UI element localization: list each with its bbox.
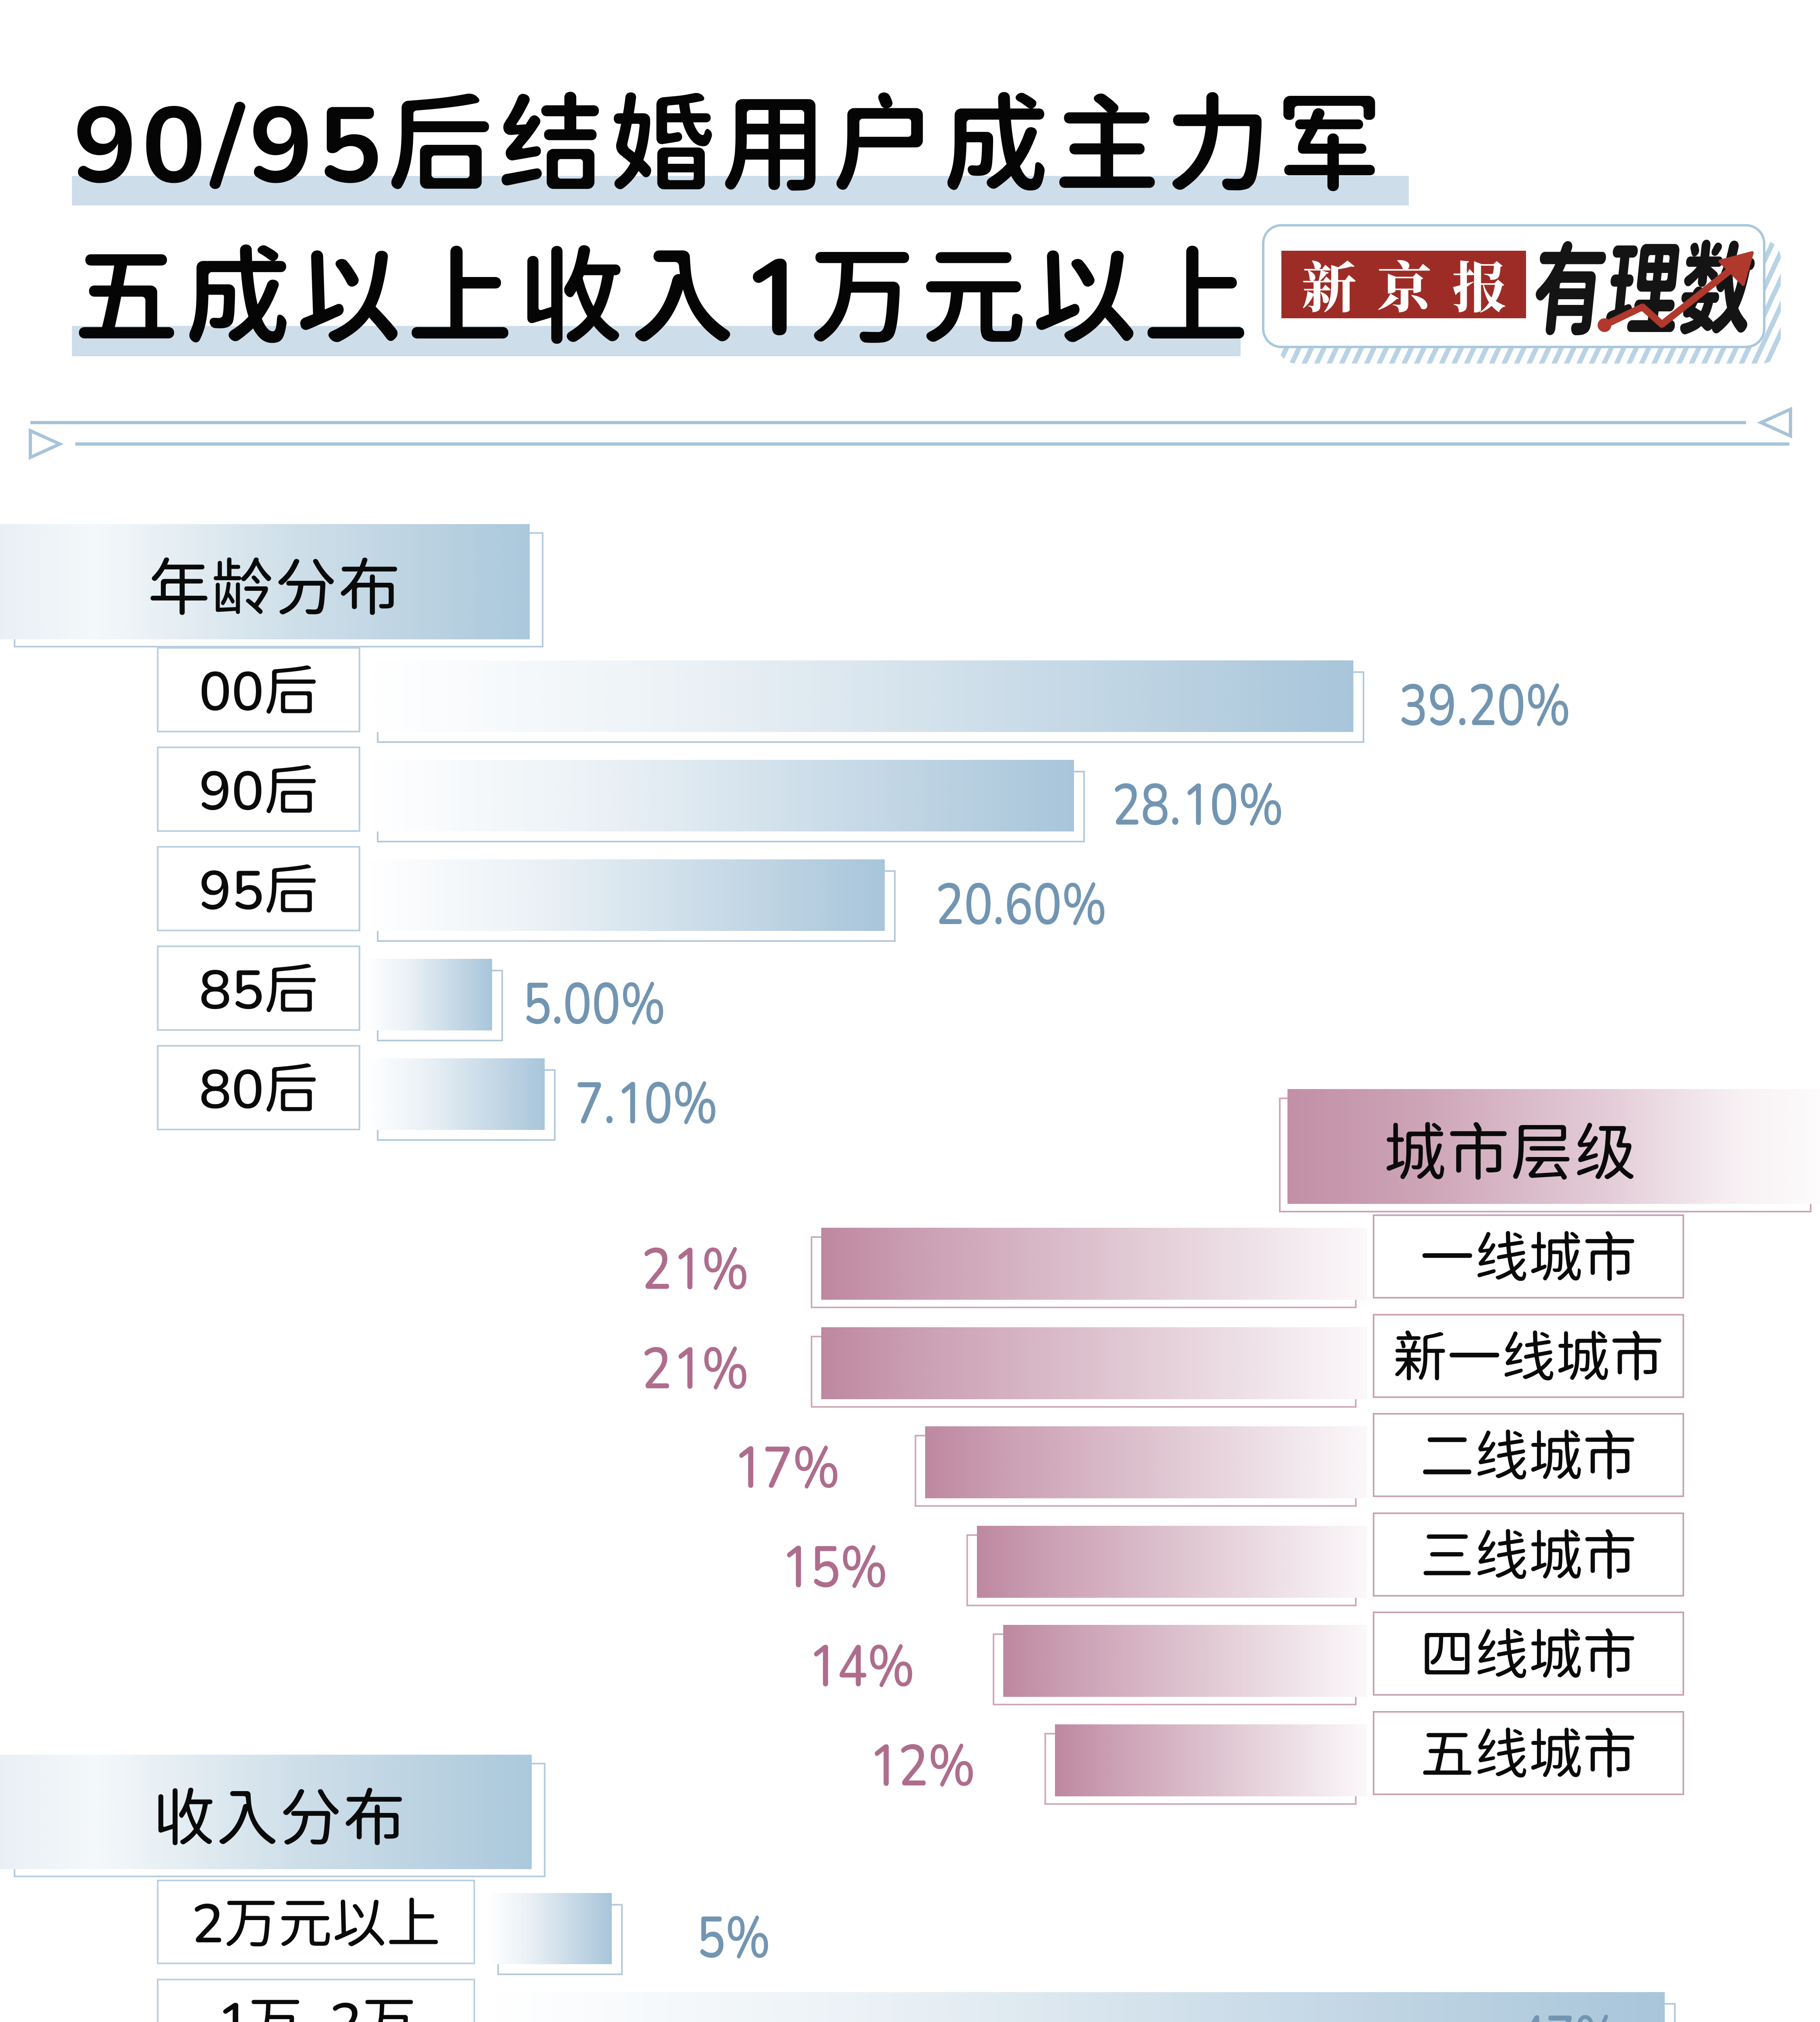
logo-card: 新京报 有理数 [1262, 224, 1765, 348]
value-label: 20.60% [935, 868, 1107, 937]
value-label: 5% [697, 1901, 771, 1970]
category-label: 2万元以上 [191, 1890, 441, 1954]
category-label: 二线城市 [1420, 1423, 1637, 1487]
category-label: 一线城市 [1420, 1225, 1637, 1288]
bar [366, 760, 1074, 831]
value-label: 7.10% [575, 1067, 718, 1136]
trend-arrow-icon [1598, 251, 1754, 332]
chart-age-title: 年龄分布 [148, 549, 402, 623]
bar [366, 859, 885, 931]
category-label-box: 一线城市 [1373, 1214, 1684, 1299]
bar [1055, 1724, 1367, 1796]
category-label: 五线城市 [1420, 1721, 1637, 1785]
bar [977, 1526, 1367, 1598]
category-label-box: 三线城市 [1373, 1512, 1684, 1597]
value-label: 39.20% [1399, 669, 1571, 738]
bar [821, 1327, 1367, 1399]
chart-income-title: 收入分布 [152, 1779, 406, 1853]
category-label-box: 00后 [157, 647, 360, 732]
title-line-2: 五成以上收入1万元以上 [73, 232, 1254, 357]
value-label: 28.10% [1112, 768, 1284, 837]
value-label: 17% [732, 1432, 840, 1500]
category-label: 三线城市 [1420, 1523, 1637, 1586]
category-label-box: 85后 [157, 945, 360, 1031]
value-label: 15% [780, 1531, 888, 1599]
value-label: 21% [641, 1332, 749, 1401]
category-label-box: 1万–2万 [157, 1979, 475, 2022]
arrow-head-icon [1719, 251, 1754, 286]
bar [366, 959, 492, 1030]
bar [486, 1893, 612, 1964]
category-label: 00后 [199, 658, 318, 722]
publisher-logo: 新京报 有理数 [1262, 224, 1781, 364]
title-highlight-bar-2 [72, 326, 1241, 356]
category-label-box: 新一线城市 [1373, 1314, 1684, 1398]
chart-age-header: 年龄分布 [0, 524, 530, 639]
category-label-box: 95后 [157, 846, 360, 931]
bar [1003, 1625, 1367, 1697]
bar [925, 1426, 1367, 1498]
category-label: 95后 [199, 857, 318, 921]
value-label: 5.00% [523, 967, 666, 1036]
value-label: 47% [1472, 1994, 1619, 2022]
category-label-box: 80后 [157, 1045, 360, 1130]
title-highlight-bar-1 [72, 176, 1409, 205]
category-label-box: 五线城市 [1373, 1711, 1684, 1795]
value-label: 14% [807, 1630, 915, 1698]
triangle-left-icon [1757, 406, 1792, 439]
bar [821, 1228, 1367, 1300]
chart-city-header: 城市层级 [1287, 1089, 1820, 1204]
category-label-box: 2万元以上 [157, 1880, 475, 1964]
category-label: 新一线城市 [1393, 1324, 1664, 1388]
value-label: 12% [868, 1730, 975, 1798]
chart-income-header: 收入分布 [0, 1755, 532, 1869]
category-label-box: 四线城市 [1373, 1612, 1684, 1696]
category-label: 85后 [199, 956, 318, 1020]
brand-badge: 新京报 [1281, 251, 1526, 318]
category-label: 四线城市 [1420, 1622, 1637, 1686]
bar [366, 1058, 545, 1130]
chart-city-title: 城市层级 [1383, 1114, 1638, 1188]
category-label-box: 二线城市 [1373, 1413, 1684, 1497]
category-label: 1万–2万 [216, 1989, 416, 2022]
value-label: 21% [641, 1233, 749, 1301]
category-label: 80后 [199, 1055, 318, 1120]
bar [366, 660, 1353, 732]
category-label-box: 90后 [157, 747, 360, 832]
triangle-right-icon [29, 428, 64, 460]
bar [486, 1992, 1665, 2022]
title-line-1: 90/95后结婚用户成主力军 [73, 79, 1387, 205]
arrow-zigzag-line [1603, 256, 1748, 328]
category-label: 90后 [199, 757, 318, 821]
